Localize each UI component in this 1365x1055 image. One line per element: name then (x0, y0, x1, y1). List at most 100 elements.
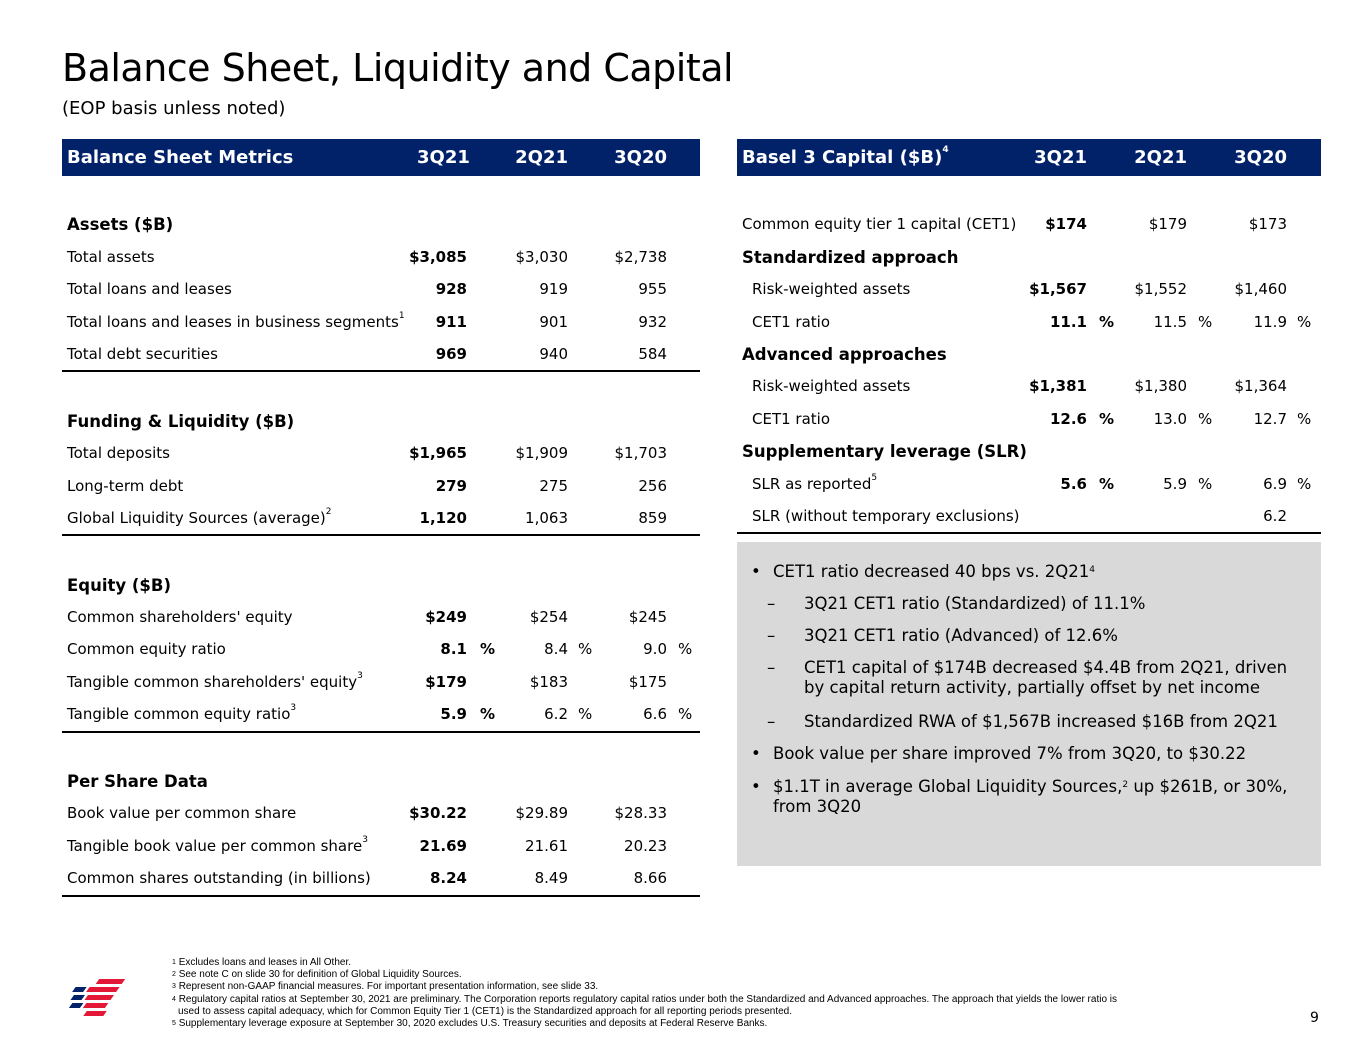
header-label: Balance Sheet Metrics (67, 147, 294, 168)
percent-sign: % (1099, 312, 1115, 331)
highlight-line: 3Q21 CET1 ratio (Advanced) of 12.6% (804, 626, 1118, 646)
highlight-text: CET1 ratio decreased 40 bps vs. 2Q214 (773, 562, 1095, 582)
row-label: Tangible book value per common share3 (67, 834, 368, 855)
highlight-line: CET1 capital of $174B decreased $4.4B fr… (804, 658, 1287, 678)
highlight-line: Book value per share improved 7% from 3Q… (773, 744, 1246, 764)
spacer-row (62, 733, 700, 765)
value-3q20: 8.66 (633, 869, 667, 888)
row-label: CET1 ratio (752, 410, 830, 428)
bank-logo (62, 975, 134, 1033)
value-3q20: 584 (638, 344, 667, 363)
header-2q21: 2Q21 (515, 147, 568, 168)
value-3q20: $245 (628, 608, 667, 627)
row-label: Total loans and leases (67, 280, 232, 298)
value-3q21: 11.1 (1049, 312, 1087, 331)
label-text: Long-term debt (67, 476, 184, 495)
label-text: Risk-weighted assets (752, 280, 911, 299)
section-title: Supplementary leverage (SLR) (742, 442, 1027, 462)
table-row: Common equity ratio 8.1% 8.4% 9.0% (62, 633, 700, 665)
highlight-text: 3Q21 CET1 ratio (Standardized) of 11.1% (804, 594, 1145, 614)
table-row: Total deposits $1,965 $1,909 $1,703 (62, 437, 700, 469)
footnote-text: Represent non-GAAP financial measures. F… (178, 981, 599, 993)
footnote: 5 Supplementary leverage exposure at Sep… (172, 1018, 1117, 1030)
table-row: Common shares outstanding (in billions) 8… (62, 862, 700, 897)
table-row: Book value per common share $30.22 $29.89 $… (62, 797, 700, 829)
highlight-text: $1.1T in average Global Liquidity Source… (773, 777, 1287, 817)
value-3q21: 1,120 (419, 508, 467, 527)
footnote-ref: 3 (362, 834, 368, 845)
value-3q21: $174 (1045, 215, 1087, 234)
footnote: used to assess capital adequacy, which f… (172, 1006, 1117, 1018)
percent-sign: % (1297, 409, 1312, 428)
highlight-line: CET1 ratio decreased 40 bps vs. 2Q214 (773, 562, 1095, 582)
value-3q21: 21.69 (419, 836, 467, 855)
highlight-text: Book value per share improved 7% from 3Q… (773, 744, 1246, 764)
spacer-row (62, 372, 700, 404)
section-header: Supplementary leverage (SLR) (737, 435, 1321, 467)
table-row: Long-term debt 279 275 256 (62, 470, 700, 502)
footnote-ref: 2 (325, 506, 332, 517)
value-3q21: $179 (425, 672, 467, 691)
bullet-marker: • (751, 562, 761, 581)
section-header: Per Share Data (62, 765, 700, 797)
highlight-item: – 3Q21 CET1 ratio (Advanced) of 12.6% (767, 626, 1118, 646)
value-3q20: $173 (1248, 215, 1287, 234)
footnote-text: Supplementary leverage exposure at Septe… (178, 1018, 768, 1030)
table-row: Total loans and leases 928 919 955 (62, 273, 700, 305)
percent-sign: % (1099, 409, 1115, 428)
value-3q21: $1,965 (409, 444, 467, 463)
row-label: Total assets (67, 248, 155, 266)
value-2q21: 919 (539, 280, 568, 299)
row-label: Risk-weighted assets (752, 377, 910, 395)
value-3q20: 955 (638, 280, 667, 299)
value-2q21: 901 (539, 312, 568, 331)
percent-sign: % (578, 705, 593, 724)
section-title: Equity ($B) (67, 575, 172, 595)
line-text: Standardized RWA of $1,567B increased $1… (804, 712, 1278, 731)
value-3q21: 5.9 (440, 705, 467, 724)
value-3q20: $1,460 (1234, 280, 1288, 299)
label-text: SLR (without temporary exclusions) (752, 506, 1020, 525)
row-label: Book value per common share (67, 804, 296, 822)
value-3q21: $249 (425, 608, 467, 627)
label-text: Tangible book value per common share (67, 836, 363, 855)
table-row: CET1 ratio 12.6% 13.0% 12.7% (737, 403, 1321, 435)
highlight-line: from 3Q20 (773, 797, 1287, 817)
header-2q21: 2Q21 (1134, 147, 1187, 168)
row-label: Total loans and leases in business segme… (67, 311, 405, 331)
value-3q20: 11.9 (1253, 312, 1287, 331)
bullet-marker: – (767, 658, 776, 677)
footnote-ref: 5 (871, 472, 878, 483)
value-2q21: $3,030 (515, 247, 569, 266)
percent-sign: % (578, 640, 593, 659)
value-2q21: $183 (529, 672, 568, 691)
header-3q20: 3Q20 (614, 147, 667, 168)
footnotes: 1 Excludes loans and leases in All Other… (172, 957, 1117, 1030)
percent-sign: % (1297, 474, 1312, 493)
value-2q21: 5.9 (1163, 474, 1187, 493)
line-text: up $261B, or 30%, (1128, 777, 1288, 796)
value-2q21: $1,380 (1134, 377, 1188, 396)
section-header: Standardized approach (737, 241, 1321, 273)
row-label: Common shares outstanding (in billions) (67, 869, 371, 887)
line-text: CET1 ratio decreased 40 bps vs. 2Q21 (773, 562, 1090, 581)
row-label: Risk-weighted assets (752, 280, 910, 298)
highlight-line: by capital return activity, partially of… (804, 678, 1287, 698)
table-row: Risk-weighted assets $1,567 $1,552 $1,460 (737, 273, 1321, 305)
value-2q21: $254 (529, 608, 568, 627)
value-3q21: $3,085 (409, 247, 467, 266)
value-2q21: 6.2 (544, 705, 568, 724)
value-2q21: 11.5 (1153, 312, 1187, 331)
table-header: Basel 3 Capital ($B)4 3Q21 2Q21 3Q20 (737, 139, 1321, 176)
value-2q21: $179 (1148, 215, 1187, 234)
value-3q20: $1,364 (1234, 377, 1288, 396)
highlight-line: Standardized RWA of $1,567B increased $1… (804, 712, 1278, 732)
highlight-item: – Standardized RWA of $1,567B increased $… (767, 712, 1278, 732)
table-row: Total debt securities 969 940 584 (62, 338, 700, 373)
value-3q21: $1,381 (1029, 377, 1087, 396)
row-label: Tangible common shareholders' equity3 (67, 671, 363, 691)
table-row: Common equity tier 1 capital (CET1) $174 $… (737, 208, 1321, 240)
row-label: SLR as reported5 (752, 472, 878, 493)
label-text: Tangible common shareholders' equity (67, 672, 358, 691)
section-header: Funding & Liquidity ($B) (62, 405, 700, 437)
